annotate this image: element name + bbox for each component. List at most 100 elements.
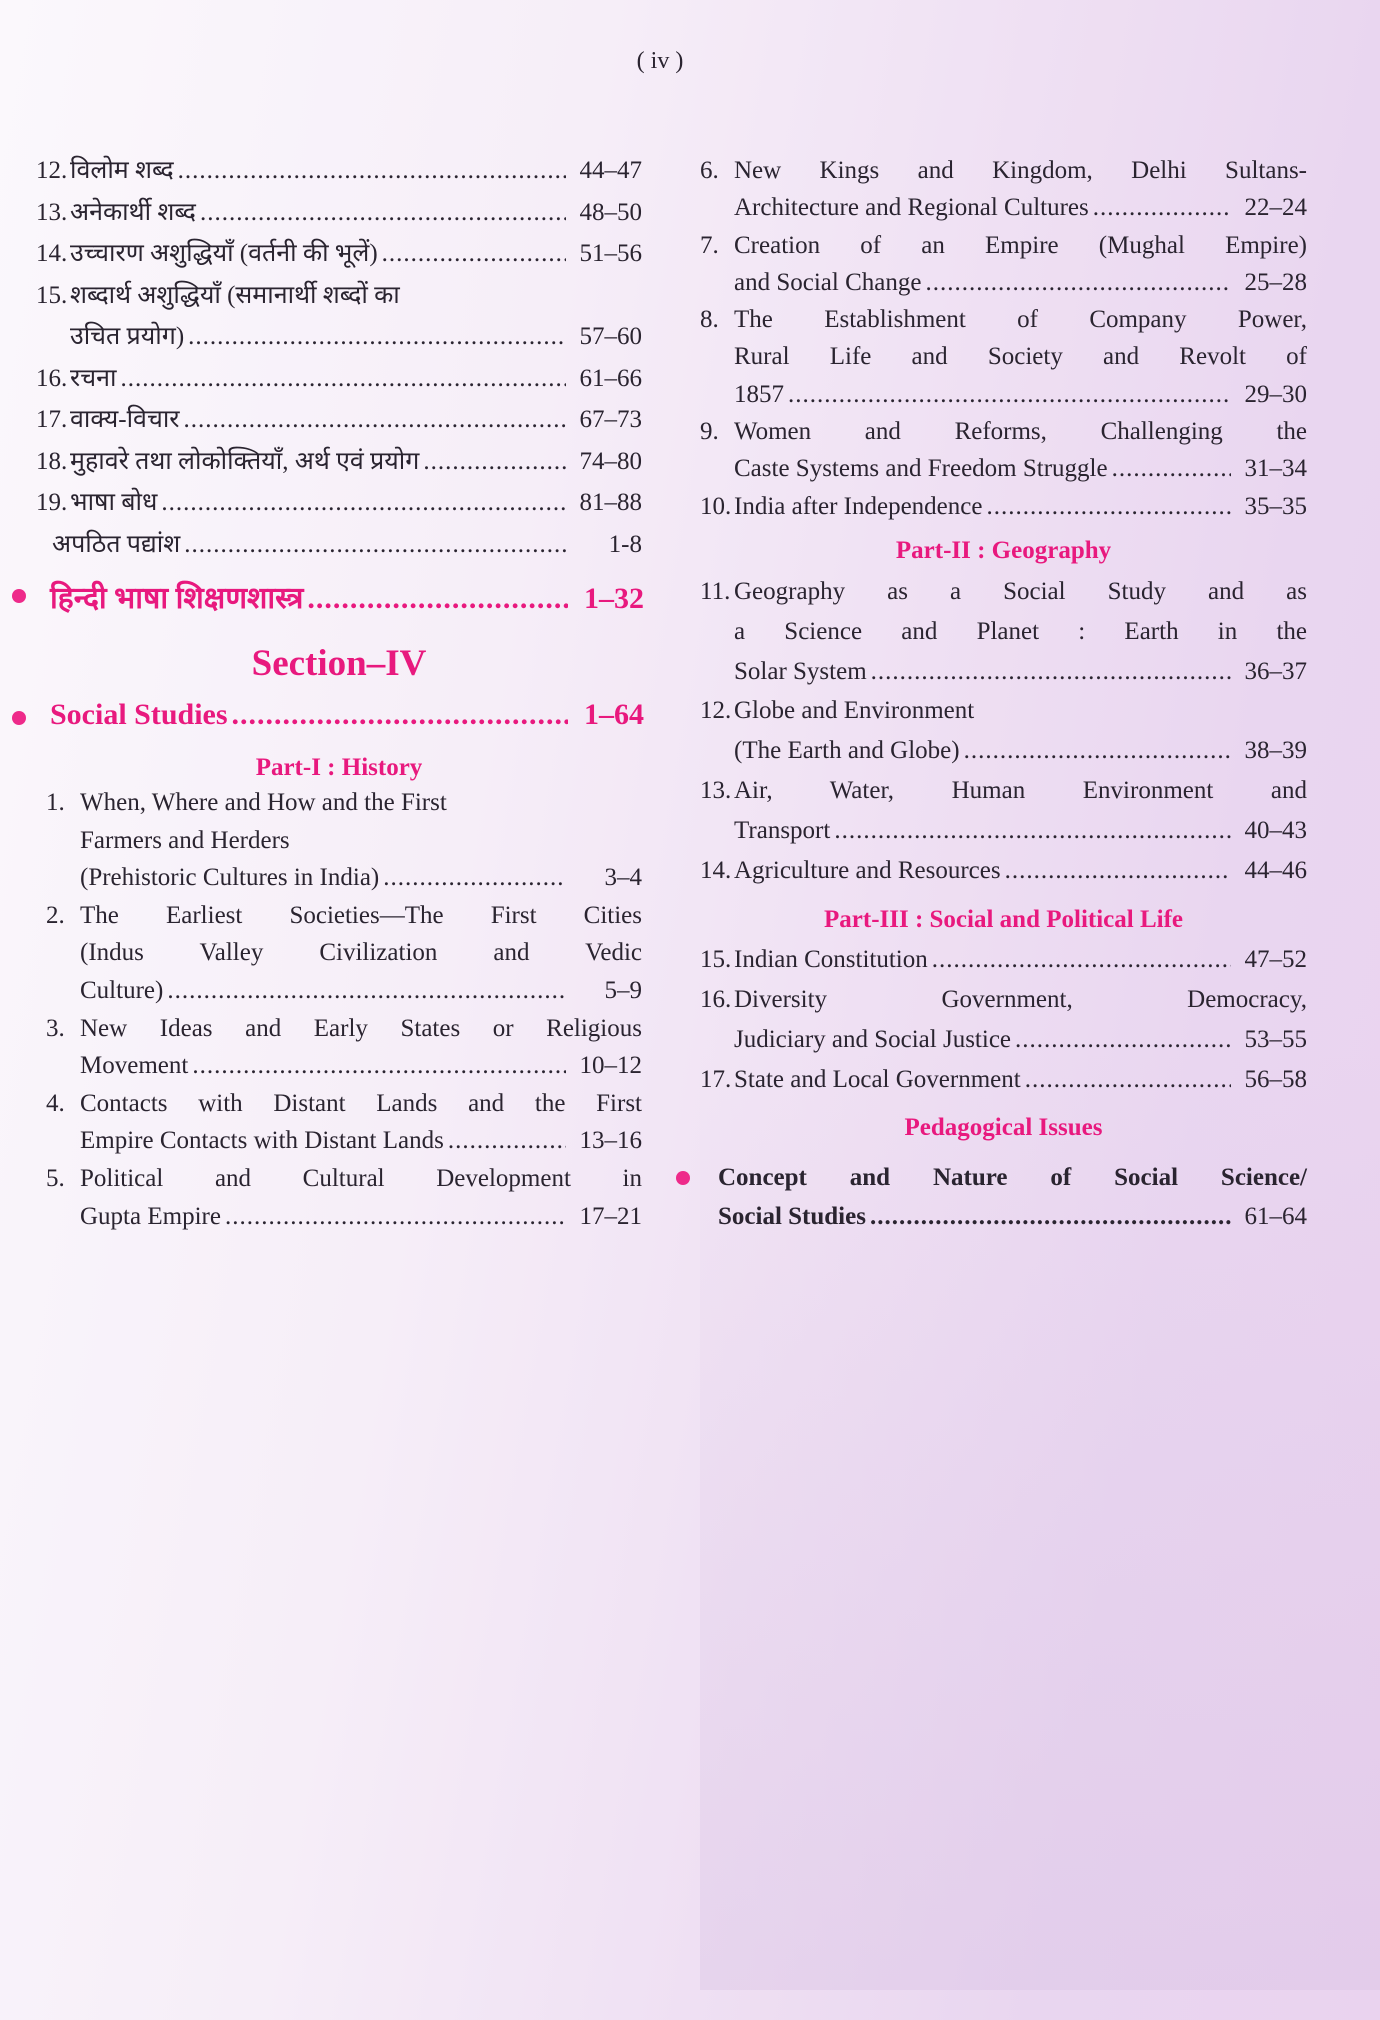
toc-entry[interactable]: 17.State and Local Government 56–58 [700, 1060, 1307, 1100]
dot-leader [1015, 1020, 1231, 1060]
dot-leader [225, 1198, 566, 1236]
entry-number: 11. [700, 578, 731, 605]
toc-entry[interactable]: 13. Air, Water, Human Environment and Tran… [700, 771, 1307, 851]
entry-number: 17. [700, 1066, 732, 1093]
entry-line: (Indus Valley Civilization and Vedic [80, 939, 642, 967]
entry-number: 3. [46, 1014, 65, 1042]
toc-entry[interactable]: अपठित पद्यांश 1-8 [36, 524, 642, 566]
toc-entry[interactable]: 10.India after Independence 35–35 [700, 488, 1307, 525]
entry-line: a Science and Planet : Earth in the [734, 617, 1307, 645]
toc-entry[interactable]: 14.उच्चारण अशुद्धियाँ (वर्तनी की भूलें) 5… [36, 233, 642, 275]
toc-entry[interactable]: 15. शब्दार्थ अशुद्धियाँ (समानार्थी शब्दों… [36, 275, 642, 358]
entry-line: India after Independence [734, 492, 983, 520]
entry-line: Solar System [734, 657, 867, 685]
entry-number: 19. [36, 489, 68, 516]
toc-entry[interactable]: 5. Political and Cultural Development in G… [46, 1160, 642, 1235]
entry-line: Geography as a Social Study and as [734, 578, 1307, 605]
social-studies-entry[interactable]: Social Studies 1–64 [50, 698, 644, 732]
entry-line: (The Earth and Globe) [734, 737, 960, 765]
entry-number: 13. [36, 198, 68, 226]
dot-leader [167, 972, 566, 1010]
hindi-pedagogy-entry[interactable]: हिन्दी भाषा शिक्षणशास्त्र 1–32 [50, 576, 644, 617]
entry-line: The Establishment of Company Power, [734, 306, 1307, 334]
bullet-icon [12, 589, 26, 603]
toc-entry[interactable]: 2. The Earliest Societies—The First Citie… [46, 897, 642, 1010]
page-range: 44–47 [579, 157, 643, 184]
hindi-contents-list: 12.विलोम शब्द 44–47 13.अनेकार्थी शब्द 48–50… [36, 150, 642, 565]
page-range: 47–52 [1244, 946, 1308, 973]
entry-line: Caste Systems and Freedom Struggle [734, 455, 1108, 483]
entry-line: (Prehistoric Cultures in India) [80, 864, 380, 892]
entry-line: Air, Water, Human Environment and [734, 776, 1307, 804]
entry-line: Creation of an Empire (Mughal Empire) [734, 231, 1307, 259]
toc-entry[interactable]: 12.विलोम शब्द 44–47 [36, 150, 642, 192]
toc-entry[interactable]: 6. New Kings and Kingdom, Delhi Sultans- A… [700, 152, 1307, 227]
entry-line: Diversity Government, Democracy, [734, 986, 1307, 1013]
page-range: 56–58 [1244, 1066, 1308, 1093]
entry-line: 1857 [734, 380, 784, 408]
toc-entry[interactable]: 8. The Establishment of Company Power, Rur… [700, 301, 1307, 413]
part-3-title: Part-III : Social and Political Life [824, 906, 1183, 933]
entry-line: Political and Cultural Development in [80, 1164, 642, 1192]
entry-number: 6. [700, 157, 719, 184]
dot-leader [423, 441, 566, 483]
entry-number: 14. [36, 240, 68, 267]
page-range: 1-8 [608, 530, 642, 558]
entry-title: हिन्दी भाषा शिक्षणशास्त्र [50, 582, 304, 615]
page-range: 13–16 [579, 1127, 643, 1155]
toc-entry[interactable]: 14.Agriculture and Resources 44–46 [700, 851, 1307, 891]
entry-line: Gupta Empire [80, 1202, 221, 1230]
toc-entry[interactable]: 13.अनेकार्थी शब्द 48–50 [36, 192, 642, 234]
page-range: 51–56 [579, 240, 643, 267]
toc-entry[interactable]: 18. मुहावरे तथा लोकोक्तियाँ, अर्थ एवं प्र… [36, 441, 642, 483]
entry-number: 16. [36, 364, 68, 392]
entry-line: शब्दार्थ अशुद्धियाँ (समानार्थी शब्दों का [70, 281, 400, 309]
toc-entry[interactable]: 17.वाक्य-विचार 67–73 [36, 399, 642, 441]
entry-number: 5. [46, 1164, 65, 1192]
entry-title: Social Studies [50, 698, 228, 731]
entry-number: 15. [36, 281, 68, 309]
entry-line: Empire Contacts with Distant Lands [80, 1127, 444, 1155]
toc-entry[interactable]: 9. Women and Reforms, Challenging the Cast… [700, 413, 1307, 488]
entry-line: विलोम शब्द [70, 157, 174, 184]
entry-line: State and Local Government [734, 1066, 1021, 1093]
entry-line: When, Where and How and the First [80, 789, 447, 816]
political-life-contents-list: 15.Indian Constitution 47–52 16.Diversity … [700, 940, 1307, 1100]
toc-entry[interactable]: 16. Diversity Government, Democracy, Judic… [700, 980, 1307, 1060]
page-range: 36–37 [1244, 657, 1308, 685]
dot-leader [382, 233, 566, 275]
toc-entry[interactable]: 3. New Ideas and Early States or Religiou… [46, 1010, 642, 1085]
toc-entry[interactable]: 19.भाषा बोध 81–88 [36, 482, 642, 524]
entry-line: Women and Reforms, Challenging the [734, 418, 1307, 446]
page-range: 35–35 [1244, 492, 1308, 520]
pedagogy-entry[interactable]: Concept and Nature of Social Science/ So… [718, 1158, 1307, 1236]
page-range: 67–73 [579, 406, 643, 433]
entry-number: 8. [700, 306, 719, 334]
page-range: 5–9 [604, 976, 643, 1004]
entry-line: रचना [70, 364, 117, 392]
page-range: 22–24 [1244, 194, 1308, 222]
page-range: 74–80 [579, 447, 643, 475]
entry-number: 12. [36, 157, 68, 184]
entry-line: Contacts with Distant Lands and the Firs… [80, 1089, 642, 1117]
toc-entry[interactable]: 15.Indian Constitution 47–52 [700, 940, 1307, 980]
entry-number: 7. [700, 231, 719, 259]
entry-number: 2. [46, 901, 65, 929]
page-range: 29–30 [1244, 380, 1308, 408]
entry-number: 17. [36, 406, 68, 433]
page-range: 48–50 [579, 198, 643, 226]
entry-line: New Kings and Kingdom, Delhi Sultans- [734, 157, 1307, 184]
toc-entry[interactable]: 7. Creation of an Empire (Mughal Empire) a… [700, 227, 1307, 302]
entry-number: 4. [46, 1089, 65, 1117]
toc-entry[interactable]: 12. Globe and Environment (The Earth and G… [700, 691, 1307, 771]
toc-entry[interactable]: 16.रचना 61–66 [36, 358, 642, 400]
toc-entry[interactable]: 4. Contacts with Distant Lands and the Fi… [46, 1085, 642, 1160]
dot-leader [1093, 189, 1231, 226]
entry-line: Culture) [80, 976, 164, 1004]
toc-entry[interactable]: 11. Geography as a Social Study and as a S… [700, 572, 1307, 691]
dot-leader [120, 358, 566, 400]
entry-line: The Earliest Societies—The First Cities [80, 901, 642, 929]
toc-entry[interactable]: 1. When, Where and How and the First Farme… [46, 784, 642, 897]
entry-number: 10. [700, 492, 732, 520]
page-range: 38–39 [1244, 737, 1308, 765]
